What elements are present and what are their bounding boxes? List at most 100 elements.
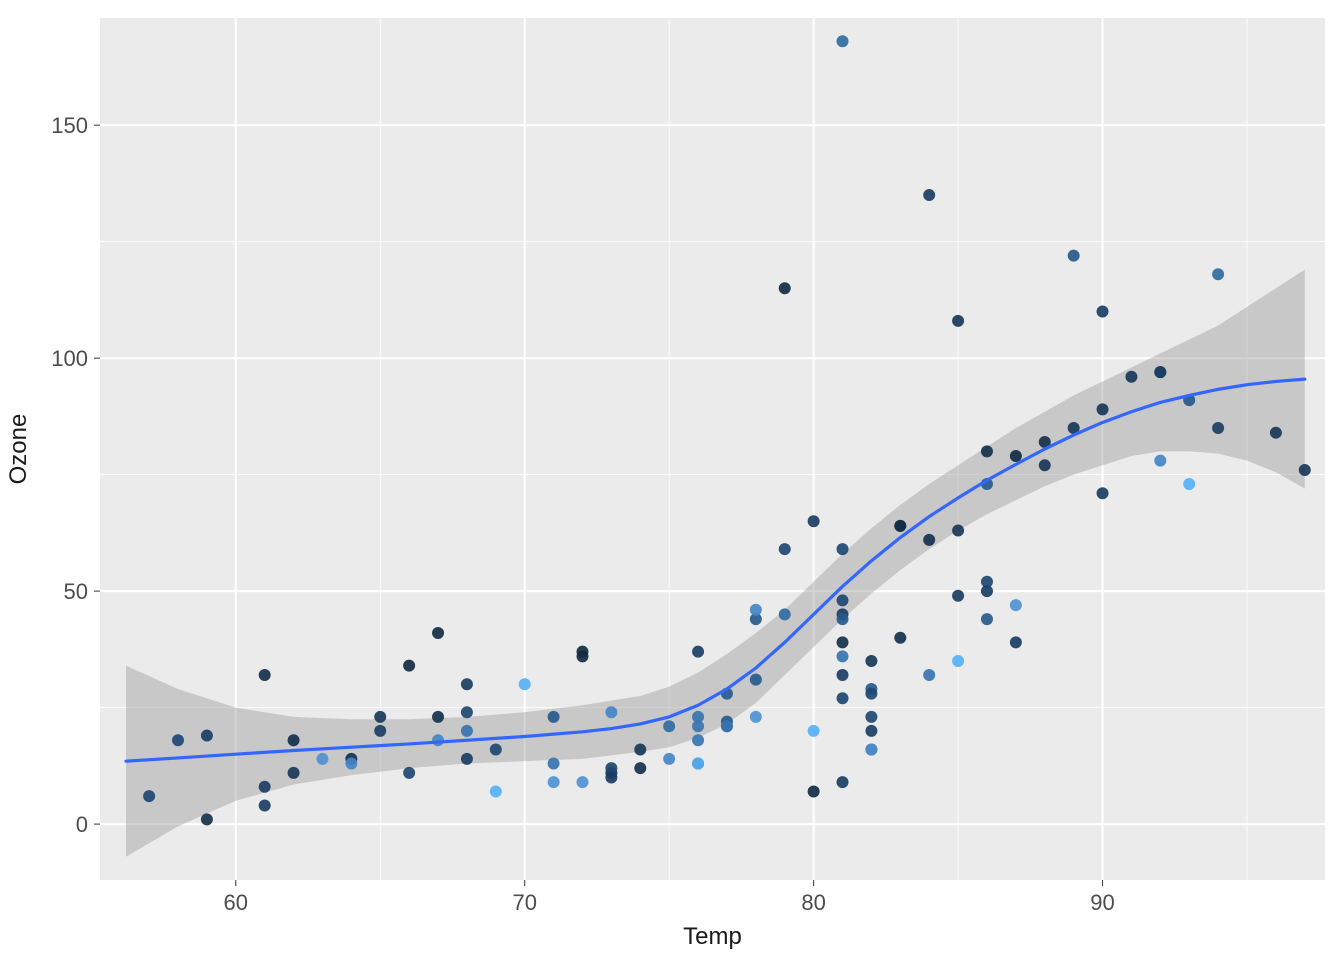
data-point	[1125, 371, 1137, 383]
data-point	[837, 669, 849, 681]
data-point	[490, 785, 502, 797]
data-point	[1299, 464, 1311, 476]
data-point	[750, 604, 762, 616]
data-point	[519, 678, 531, 690]
data-point	[259, 669, 271, 681]
data-point	[952, 315, 964, 327]
data-point	[837, 35, 849, 47]
x-tick-label: 60	[224, 890, 248, 915]
data-point	[837, 636, 849, 648]
data-point	[865, 688, 877, 700]
data-point	[721, 720, 733, 732]
y-tick-label: 150	[51, 113, 88, 138]
data-point	[316, 753, 328, 765]
data-point	[923, 669, 935, 681]
data-point	[894, 520, 906, 532]
data-point	[576, 776, 588, 788]
data-point	[461, 678, 473, 690]
data-point	[605, 771, 617, 783]
data-point	[288, 767, 300, 779]
x-axis-label: Temp	[683, 923, 742, 950]
data-point	[288, 734, 300, 746]
data-point	[779, 282, 791, 294]
data-point	[576, 646, 588, 658]
chart-svg: 60708090050100150TempOzone	[0, 0, 1344, 960]
data-point	[894, 632, 906, 644]
x-tick-label: 90	[1090, 890, 1114, 915]
data-point	[663, 720, 675, 732]
data-point	[837, 650, 849, 662]
data-point	[345, 758, 357, 770]
data-point	[605, 706, 617, 718]
data-point	[865, 655, 877, 667]
data-point	[1270, 427, 1282, 439]
data-point	[1212, 268, 1224, 280]
data-point	[259, 781, 271, 793]
data-point	[172, 734, 184, 746]
data-point	[461, 706, 473, 718]
data-point	[923, 534, 935, 546]
data-point	[634, 762, 646, 774]
data-point	[865, 725, 877, 737]
data-point	[1010, 636, 1022, 648]
data-point	[808, 725, 820, 737]
data-point	[548, 776, 560, 788]
data-point	[837, 613, 849, 625]
data-point	[663, 753, 675, 765]
data-point	[143, 790, 155, 802]
data-point	[865, 711, 877, 723]
y-tick-label: 100	[51, 346, 88, 371]
data-point	[403, 660, 415, 672]
data-point	[259, 799, 271, 811]
data-point	[201, 730, 213, 742]
data-point	[432, 711, 444, 723]
x-tick-label: 80	[801, 890, 825, 915]
data-point	[865, 744, 877, 756]
data-point	[981, 445, 993, 457]
data-point	[461, 753, 473, 765]
data-point	[490, 744, 502, 756]
data-point	[461, 725, 473, 737]
data-point	[779, 543, 791, 555]
data-point	[432, 627, 444, 639]
data-point	[837, 692, 849, 704]
data-point	[779, 608, 791, 620]
data-point	[403, 767, 415, 779]
data-point	[1097, 306, 1109, 318]
data-point	[808, 515, 820, 527]
data-point	[750, 711, 762, 723]
data-point	[1068, 250, 1080, 262]
data-point	[981, 585, 993, 597]
data-point	[634, 744, 646, 756]
data-point	[692, 646, 704, 658]
data-point	[548, 711, 560, 723]
scatter-chart: 60708090050100150TempOzone	[0, 0, 1344, 960]
data-point	[548, 758, 560, 770]
data-point	[837, 776, 849, 788]
data-point	[808, 785, 820, 797]
data-point	[374, 725, 386, 737]
y-axis-label: Ozone	[5, 414, 32, 485]
data-point	[750, 674, 762, 686]
data-point	[1212, 422, 1224, 434]
data-point	[1097, 403, 1109, 415]
data-point	[201, 813, 213, 825]
data-point	[981, 613, 993, 625]
data-point	[837, 543, 849, 555]
y-tick-label: 0	[76, 812, 88, 837]
data-point	[952, 525, 964, 537]
y-tick-label: 50	[64, 579, 88, 604]
data-point	[1097, 487, 1109, 499]
data-point	[1154, 366, 1166, 378]
data-point	[837, 594, 849, 606]
data-point	[374, 711, 386, 723]
data-point	[923, 189, 935, 201]
data-point	[692, 734, 704, 746]
data-point	[1039, 459, 1051, 471]
data-point	[692, 720, 704, 732]
data-point	[692, 758, 704, 770]
data-point	[952, 590, 964, 602]
data-point	[1010, 450, 1022, 462]
data-point	[1183, 478, 1195, 490]
data-point	[952, 655, 964, 667]
